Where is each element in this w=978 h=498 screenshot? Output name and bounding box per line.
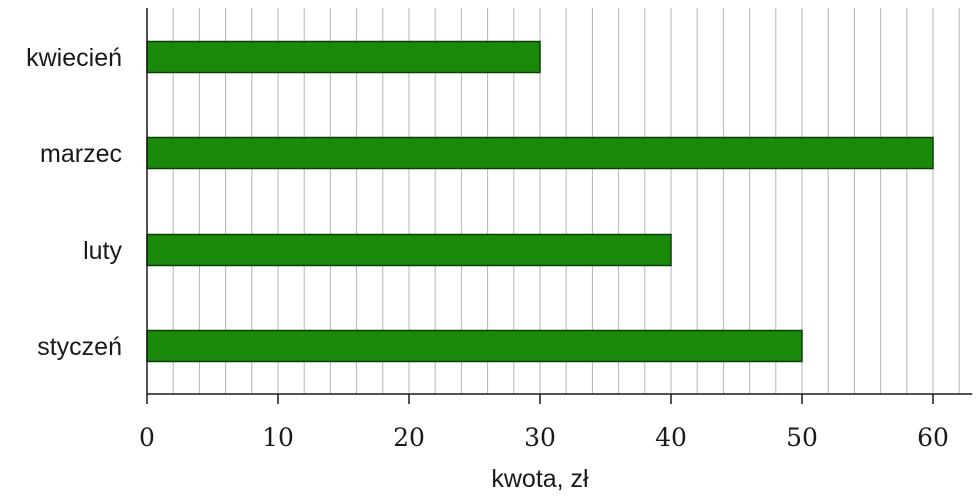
axes <box>146 8 973 404</box>
bar-4 <box>146 329 803 363</box>
x-axis-title: kwota, zł <box>491 465 589 493</box>
category-label: kwiecień <box>26 44 122 72</box>
x-tick-label: 0 <box>139 423 155 452</box>
x-tick-label: 60 <box>917 423 949 452</box>
x-tick-label: 40 <box>655 423 687 452</box>
bar-3 <box>146 233 672 267</box>
x-tick-label: 50 <box>786 423 818 452</box>
bar-1 <box>146 40 541 74</box>
bar-2 <box>146 136 934 170</box>
category-label: marzec <box>40 140 122 168</box>
labels: kwiecień marzec luty styczeń 0 10 20 30 40 50 60 <box>26 44 949 452</box>
x-tick-label: 10 <box>262 423 294 452</box>
category-label: luty <box>83 237 122 265</box>
bars <box>146 40 934 363</box>
x-tick-label: 30 <box>524 423 556 452</box>
category-label: styczeń <box>37 333 122 361</box>
x-tick-label: 20 <box>393 423 425 452</box>
